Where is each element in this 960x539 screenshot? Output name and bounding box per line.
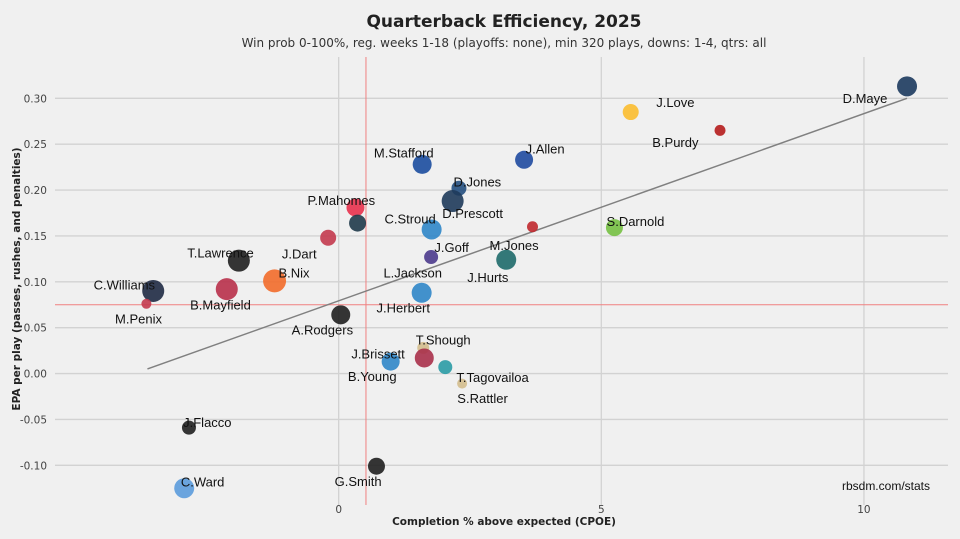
label-b-nix: B.Nix: [278, 266, 310, 281]
y-axis-label: EPA per play (passes, rushes, and penalt…: [11, 147, 23, 410]
label-t-shough: T.Shough: [416, 333, 471, 348]
y-tick-label: 0.05: [24, 323, 47, 335]
point-m-jones: [526, 221, 538, 233]
point-j-dart: [320, 229, 337, 246]
point-labels: D.Maye J.Love B.Purdy J.Allen M.Stafford D.Jo…: [94, 91, 888, 490]
point-c-williams: [142, 279, 165, 302]
y-tick-label: 0.10: [24, 277, 47, 289]
y-tick-label: -0.10: [20, 460, 47, 472]
point-p-mahomes: [346, 198, 365, 217]
point-d-prescott: [441, 190, 464, 213]
label-d-jones: D.Jones: [453, 175, 501, 190]
point-a-rodgers: [331, 305, 351, 325]
point-m-stafford: [412, 154, 432, 174]
label-t-lawrence: T.Lawrence: [187, 245, 253, 260]
y-tick-label: 0.00: [24, 369, 47, 381]
point-g-smith: [367, 457, 385, 475]
point-b-nix: [263, 269, 287, 293]
label-s-darnold: S.Darnold: [607, 214, 665, 229]
x-tick-label: 0: [335, 504, 342, 516]
label-c-williams: C.Williams: [94, 277, 156, 292]
chart-title: Quarterback Efficiency, 2025: [366, 12, 641, 32]
point-t-lawrence: [227, 249, 250, 272]
x-axis-label: Completion % above expected (CPOE): [392, 516, 616, 528]
label-c-ward: C.Ward: [181, 475, 225, 490]
label-j-herbert: J.Herbert: [377, 300, 431, 315]
point-j-allen: [515, 150, 534, 169]
label-d-prescott: D.Prescott: [442, 206, 503, 221]
point-b-mayfield: [215, 278, 238, 301]
point-s-darnold: [605, 219, 623, 237]
label-s-rattler: S.Rattler: [457, 391, 508, 406]
x-tick-label: 5: [598, 504, 605, 516]
point-j-love: [622, 104, 639, 121]
label-m-penix: M.Penix: [115, 311, 162, 326]
y-tick-label: 0.15: [24, 231, 47, 243]
y-tick-label: 0.30: [24, 93, 47, 105]
point-j-hurts: [496, 249, 517, 270]
label-b-purdy: B.Purdy: [652, 135, 699, 150]
label-j-goff: J.Goff: [434, 240, 469, 255]
point-s-rattler: [457, 378, 468, 389]
point-j-goff: [421, 219, 442, 240]
point-j-flacco: [181, 420, 196, 435]
point-t-tagovailoa: [438, 360, 453, 375]
label-j-dart: J.Dart: [282, 246, 317, 261]
label-j-hurts: J.Hurts: [467, 270, 509, 285]
y-tick-label: -0.05: [20, 414, 47, 426]
y-tick-label: 0.25: [24, 139, 47, 151]
point-c-ward: [174, 478, 195, 499]
label-l-jackson: L.Jackson: [383, 266, 442, 281]
label-t-tagovailoa: T.Tagovailoa: [456, 370, 529, 385]
label-d-maye: D.Maye: [843, 91, 888, 106]
label-j-allen: J.Allen: [526, 142, 565, 157]
vertical-gridlines: [338, 57, 865, 505]
point-j-herbert: [411, 282, 432, 303]
label-m-jones: M.Jones: [490, 238, 540, 253]
x-axis-ticks: 0 5 10: [335, 504, 870, 516]
trend-line: [147, 97, 908, 370]
x-tick-label: 10: [857, 504, 870, 516]
horizontal-gridlines: [55, 97, 948, 466]
label-p-mahomes: P.Mahomes: [307, 193, 375, 208]
label-b-mayfield: B.Mayfield: [190, 298, 251, 313]
point-d-maye: [897, 76, 918, 97]
y-axis-ticks: 0.30 0.25 0.20 0.15 0.10 0.05 0.00 -0.05 -0.10: [20, 93, 47, 472]
label-j-brissett: J.Brissett: [351, 346, 405, 361]
chart-subtitle: Win prob 0-100%, reg. weeks 1-18 (playof…: [242, 36, 767, 50]
point-m-penix: [141, 298, 152, 309]
label-m-stafford: M.Stafford: [374, 145, 434, 160]
label-b-young: B.Young: [348, 369, 397, 384]
point-b-young: [381, 352, 400, 371]
y-tick-label: 0.20: [24, 185, 47, 197]
point-c-stroud: [349, 214, 367, 232]
point-j-brissett: [414, 348, 434, 368]
label-g-smith: G.Smith: [335, 474, 382, 489]
point-l-jackson: [424, 250, 439, 265]
label-j-flacco: J.Flacco: [183, 415, 231, 430]
point-b-purdy: [714, 124, 726, 136]
data-points: [141, 76, 918, 499]
source-credit: rbsdm.com/stats: [842, 479, 930, 493]
label-c-stroud: C.Stroud: [384, 211, 435, 226]
label-j-love: J.Love: [656, 95, 694, 110]
label-a-rodgers: A.Rodgers: [292, 322, 354, 337]
